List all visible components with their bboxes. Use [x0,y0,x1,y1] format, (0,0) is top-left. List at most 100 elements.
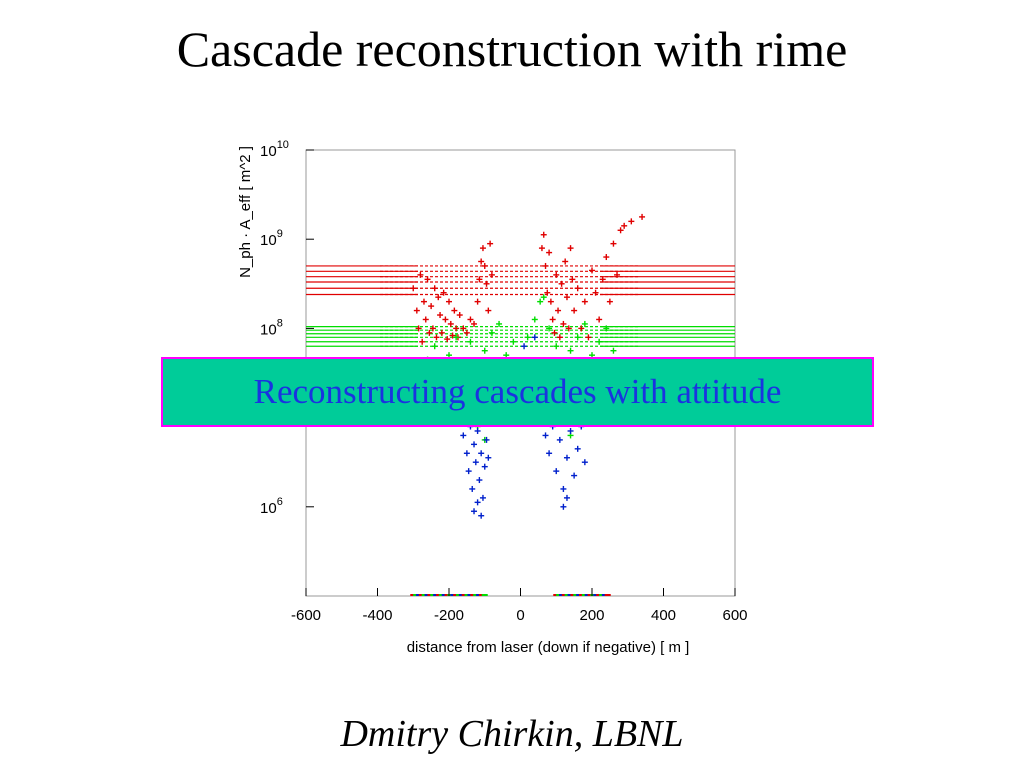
data-point [571,307,578,314]
data-point [553,271,560,278]
y-tick-label: 109 [260,228,283,249]
data-point [422,316,429,323]
data-point [481,262,488,269]
data-point [460,325,467,332]
slide-title: Cascade reconstruction with rime [176,21,848,77]
data-point [551,329,558,336]
data-point [563,494,570,501]
x-tick-label: 600 [722,607,747,624]
data-point [537,298,544,305]
data-point [596,316,603,323]
data-point [521,343,528,350]
data-point [628,218,635,225]
data-point [581,320,588,327]
data-point [488,271,495,278]
data-point [476,276,483,283]
data-point [438,329,445,336]
data-point [553,343,560,350]
data-point [488,329,495,336]
data-point [413,307,420,314]
x-tick-label: 0 [516,607,524,624]
data-point [639,213,646,220]
data-point [553,468,560,475]
data-point [563,294,570,301]
x-tick-label: -600 [291,607,321,624]
data-point [478,450,485,457]
data-point [524,334,531,341]
data-point [435,294,442,301]
data-point [567,347,574,354]
data-point [546,249,553,256]
data-point [542,432,549,439]
data-point [565,325,572,332]
data-point [542,262,549,269]
data-point [456,312,463,319]
data-point [574,334,581,341]
data-point [546,325,553,332]
data-point [560,503,567,510]
data-point [555,307,562,314]
data-point [496,320,503,327]
data-point [433,334,440,341]
data-point [474,298,481,305]
data-point [614,271,621,278]
banner-text: Reconstructing cascades with attitude [253,372,782,411]
author-credit: Dmitry Chirkin, LBNL [340,713,684,755]
data-point [560,320,567,327]
data-point [603,325,610,332]
data-point [471,508,478,515]
data-points [410,213,646,596]
data-point [471,320,478,327]
data-point [453,325,460,332]
data-point [567,245,574,252]
data-point [538,245,545,252]
data-point [410,285,417,292]
data-point [472,459,479,466]
data-point [531,334,538,341]
data-point [574,445,581,452]
data-point [420,298,427,305]
data-point [447,320,454,327]
data-point [606,298,613,305]
data-point [481,463,488,470]
data-point [581,298,588,305]
data-point [544,289,551,296]
data-point [449,332,456,339]
data-point [419,338,426,345]
data-point [563,454,570,461]
data-point [471,441,478,448]
y-tick-label: 108 [260,317,283,338]
data-point [560,485,567,492]
data-point [465,468,472,475]
x-axis: -600 -400 -200 0 200 400 600 [291,588,748,624]
data-point [431,343,438,350]
data-point [556,436,563,443]
data-point [617,227,624,234]
y-tick-label: 1010 [260,139,289,160]
data-point [487,240,494,247]
y-tick-label: 106 [260,496,283,517]
data-point [469,485,476,492]
x-tick-label: 200 [579,607,604,624]
data-point [444,336,451,343]
data-point [621,222,628,229]
data-point [478,512,485,519]
data-point [574,285,581,292]
x-tick-label: -200 [434,607,464,624]
data-point [571,472,578,479]
data-point [581,459,588,466]
data-point [463,450,470,457]
data-point [479,245,486,252]
data-point [599,276,606,283]
data-point [546,450,553,457]
data-point [478,258,485,265]
data-point [476,477,483,484]
data-point [485,307,492,314]
data-point [431,285,438,292]
x-tick-label: -400 [362,607,392,624]
data-point [558,280,565,287]
data-point [467,338,474,345]
data-point [531,316,538,323]
